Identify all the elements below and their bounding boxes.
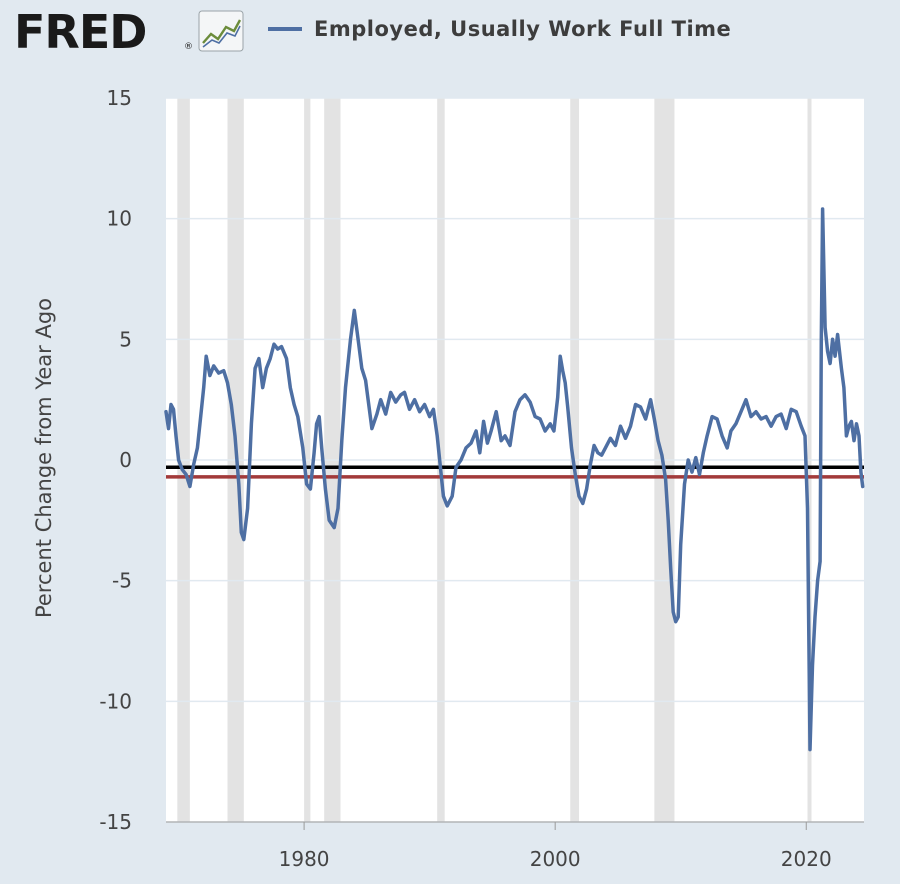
y-tick-label: 5: [119, 327, 132, 351]
fred-logo[interactable]: FRED: [14, 5, 147, 59]
y-axis-ticks: 15 10 5 0 -5 -10 -15: [99, 86, 132, 834]
y-tick-label: 15: [107, 86, 132, 110]
y-tick-label: 0: [119, 448, 132, 472]
x-tick-label: 1980: [279, 847, 330, 871]
line-graph-icon: [198, 10, 244, 52]
series-group: [164, 207, 865, 752]
chart-legend[interactable]: Employed, Usually Work Full Time: [268, 14, 731, 44]
header: FRED ® Employed, Usually Work Full Time: [0, 0, 900, 70]
reference-lines: [166, 465, 864, 479]
y-tick-label: -5: [112, 569, 132, 593]
y-tick-label: -10: [99, 689, 132, 713]
registered-mark: ®: [184, 42, 193, 52]
x-tick-label: 2000: [530, 847, 581, 871]
x-axis-ticks: 1980 2000 2020: [166, 821, 864, 871]
legend-series-label: Employed, Usually Work Full Time: [314, 17, 732, 41]
y-tick-label: -15: [99, 810, 132, 834]
y-tick-label: 10: [107, 207, 132, 231]
legend-swatch: [268, 27, 302, 31]
series-line-0[interactable]: [164, 207, 865, 752]
x-tick-label: 2020: [781, 847, 832, 871]
